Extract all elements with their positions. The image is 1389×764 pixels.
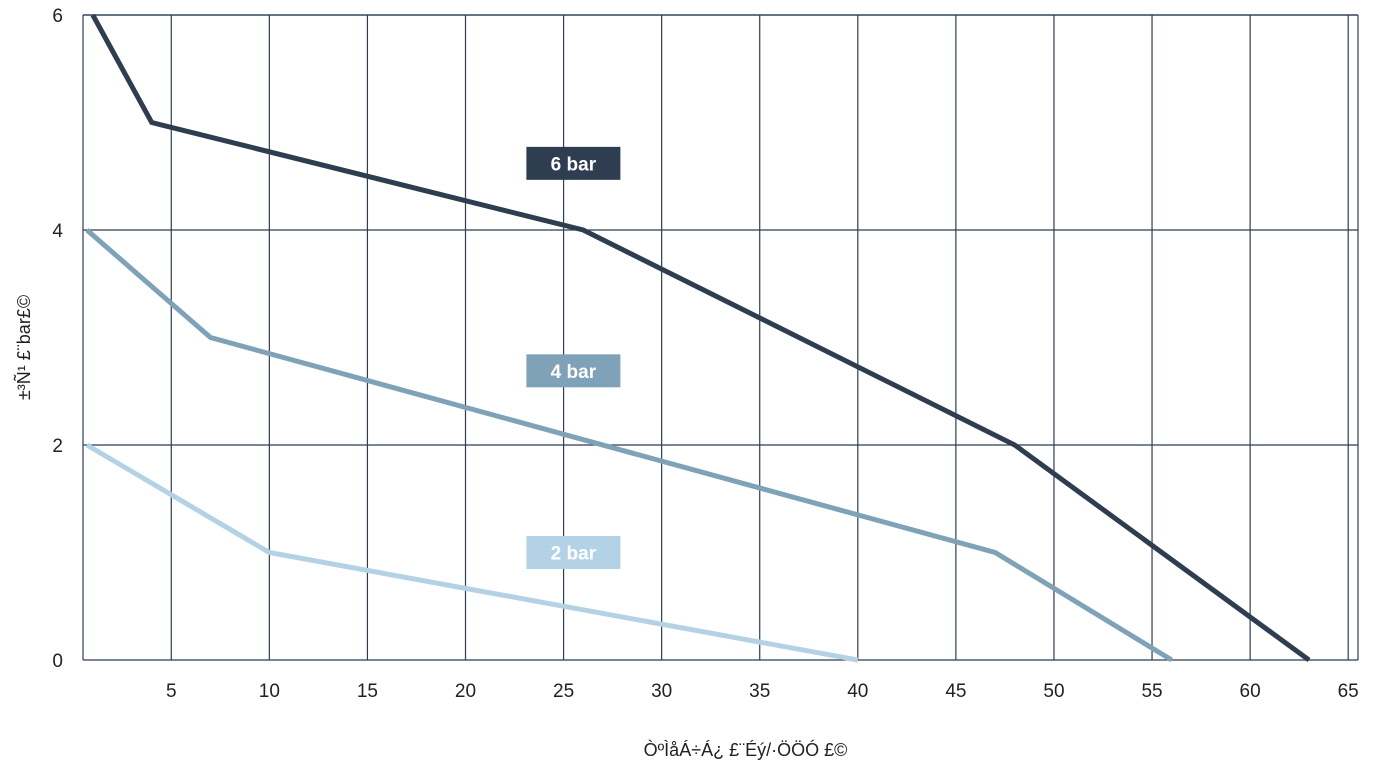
series-line: [90, 13, 1311, 663]
x-tick-label: 55: [1141, 681, 1162, 702]
x-tick-label: 40: [847, 681, 868, 702]
y-tick-label: 6: [52, 6, 63, 27]
series-tag-box: [526, 354, 621, 388]
series-tag-label: 6 bar: [551, 154, 597, 175]
series-line: [85, 228, 1173, 663]
x-tick-label: 5: [166, 681, 177, 702]
x-tick-label: 25: [553, 681, 574, 702]
x-tick-label: 45: [945, 681, 966, 702]
x-tick-label: 15: [357, 681, 378, 702]
x-tick-label: 60: [1240, 681, 1261, 702]
grid: [82, 14, 1359, 661]
x-tick-label: 30: [651, 681, 672, 702]
series-tag-label: 2 bar: [551, 544, 597, 565]
x-tick-label: 65: [1338, 681, 1359, 702]
y-tick-label: 4: [52, 221, 63, 242]
x-axis-title: ÒºÌåÁ÷Á¿ £¨Éý/·ÖÖÓ £©: [644, 739, 848, 760]
y-tick-labels: 0 2 4 6: [52, 6, 63, 672]
x-tick-label: 20: [455, 681, 476, 702]
x-tick-label: 50: [1043, 681, 1064, 702]
y-axis-title: ±³Ñ¹ £¨bar£©: [13, 295, 34, 400]
x-tick-labels: 5 10 15 20 25 30 35 40 45 50 55 60 65: [166, 681, 1359, 702]
y-tick-label: 2: [52, 436, 63, 457]
series-line: [85, 442, 859, 663]
series-tag-box: [526, 146, 621, 180]
series-tag-box: [526, 536, 621, 569]
y-tick-label: 0: [52, 651, 63, 672]
series-tags: 6 bar 4 bar 2 bar: [526, 146, 621, 569]
x-tick-label: 35: [749, 681, 770, 702]
x-tick-label: 10: [259, 681, 280, 702]
series-tag-label: 4 bar: [551, 362, 597, 383]
series-lines: [85, 13, 1311, 663]
